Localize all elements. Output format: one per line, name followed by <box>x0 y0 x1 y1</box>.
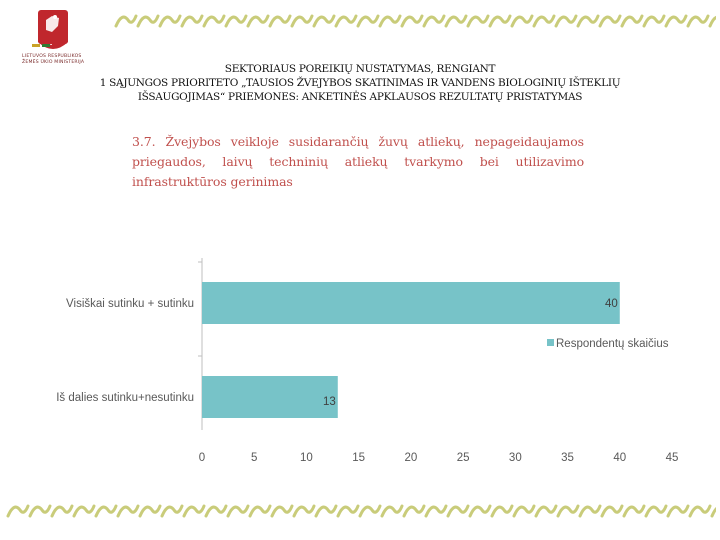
decorative-stroke <box>160 504 184 518</box>
decorative-stroke <box>710 507 716 518</box>
decorative-stroke <box>554 14 578 28</box>
legend-label: Respondentų skaičius <box>556 338 669 350</box>
decorative-stroke <box>312 14 336 28</box>
decorative-stroke <box>314 504 338 518</box>
page-header: SEKTORIAUS POREIKIŲ NUSTATYMAS, RENGIANT… <box>60 62 660 104</box>
decorative-stroke <box>708 15 716 28</box>
decorative-pattern-top <box>114 14 716 28</box>
decorative-stroke <box>6 504 30 518</box>
decorative-stroke <box>378 14 402 28</box>
x-tick-label: 25 <box>457 452 470 464</box>
decorative-stroke <box>600 504 624 518</box>
bar <box>202 376 338 418</box>
x-tick-label: 5 <box>251 452 257 464</box>
category-label: Iš dalies sutinku+nesutinku <box>56 392 194 404</box>
x-tick-label: 15 <box>352 452 365 464</box>
decorative-stroke <box>490 504 514 518</box>
decorative-stroke <box>114 14 138 28</box>
header-line-2: 1 SĄJUNGOS PRIORITETO „TAUSIOS ŽVEJYBOS … <box>99 77 621 89</box>
decorative-stroke <box>666 504 690 518</box>
decorative-stroke <box>358 504 382 518</box>
decorative-stroke <box>488 14 512 28</box>
decorative-stroke <box>532 14 556 28</box>
decorative-stroke <box>424 504 448 518</box>
decorative-pattern-bottom <box>6 504 716 518</box>
decorative-stroke <box>136 14 160 28</box>
decorative-stroke <box>422 14 446 28</box>
data-label: 13 <box>323 396 336 408</box>
decorative-stroke <box>292 504 316 518</box>
data-label: 40 <box>605 298 618 310</box>
decorative-stroke <box>512 504 536 518</box>
legend-swatch <box>547 339 554 346</box>
decorative-stroke <box>28 504 52 518</box>
decorative-stroke <box>688 504 712 518</box>
decorative-stroke <box>202 14 226 28</box>
decorative-stroke <box>402 504 426 518</box>
decorative-stroke <box>510 14 534 28</box>
decorative-stroke <box>468 504 492 518</box>
decorative-stroke <box>72 504 96 518</box>
decorative-stroke <box>290 14 314 28</box>
x-tick-label: 35 <box>561 452 574 464</box>
decorative-stroke <box>226 504 250 518</box>
coat-of-arms-logo <box>32 10 68 49</box>
logo-text-line: LIETUVOS RESPUBLIKOS <box>22 54 82 59</box>
decorative-stroke <box>598 14 622 28</box>
decorative-stroke <box>576 14 600 28</box>
decorative-stroke <box>534 504 558 518</box>
bar-chart: 0 5 10 15 20 25 30 35 40 45 Visiškai sutinku + sut… <box>56 258 679 464</box>
decorative-stroke <box>578 504 602 518</box>
decorative-stroke <box>686 14 710 28</box>
decorative-stroke <box>204 504 228 518</box>
x-tick-label: 45 <box>666 452 679 464</box>
logo-text: LIETUVOS RESPUBLIKOS ŽEMĖS ŪKIO MINISTER… <box>22 54 102 66</box>
decorative-stroke <box>270 504 294 518</box>
decorative-stroke <box>50 504 74 518</box>
decorative-stroke <box>446 504 470 518</box>
decorative-stroke <box>466 14 490 28</box>
decorative-stroke <box>224 14 248 28</box>
decorative-stroke <box>246 14 270 28</box>
decorative-stroke <box>138 504 162 518</box>
x-tick-label: 0 <box>199 452 205 464</box>
decorative-stroke <box>620 14 644 28</box>
x-tick-label: 30 <box>509 452 522 464</box>
decorative-stroke <box>182 504 206 518</box>
decorative-stroke <box>180 14 204 28</box>
decorative-stroke <box>444 14 468 28</box>
decorative-stroke <box>556 504 580 518</box>
decorative-stroke <box>158 14 182 28</box>
section-title: 3.7. Žvejybos veikloje susidarančių žuvų… <box>132 134 584 189</box>
x-tick-label: 10 <box>300 452 313 464</box>
x-tick-label: 40 <box>613 452 626 464</box>
decorative-stroke <box>94 504 118 518</box>
decorative-stroke <box>644 504 668 518</box>
decorative-stroke <box>622 504 646 518</box>
decorative-stroke <box>356 14 380 28</box>
decorative-stroke <box>380 504 404 518</box>
header-line-3: IŠSAUGOJIMAS“ PRIEMONES: ANKETINĖS APKLA… <box>137 91 583 103</box>
header-line-1: SEKTORIAUS POREIKIŲ NUSTATYMAS, RENGIANT <box>224 63 496 75</box>
decorative-stroke <box>248 504 272 518</box>
logo-text-line: ŽEMĖS ŪKIO MINISTERIJA <box>22 60 85 65</box>
decorative-stroke <box>642 14 666 28</box>
decorative-stroke <box>336 504 360 518</box>
decorative-stroke <box>116 504 140 518</box>
category-label: Visiškai sutinku + sutinku <box>66 298 194 310</box>
decorative-stroke <box>400 14 424 28</box>
decorative-stroke <box>664 14 688 28</box>
decorative-stroke <box>268 14 292 28</box>
x-tick-label: 20 <box>404 452 417 464</box>
decorative-stroke <box>334 14 358 28</box>
bar <box>202 282 620 324</box>
